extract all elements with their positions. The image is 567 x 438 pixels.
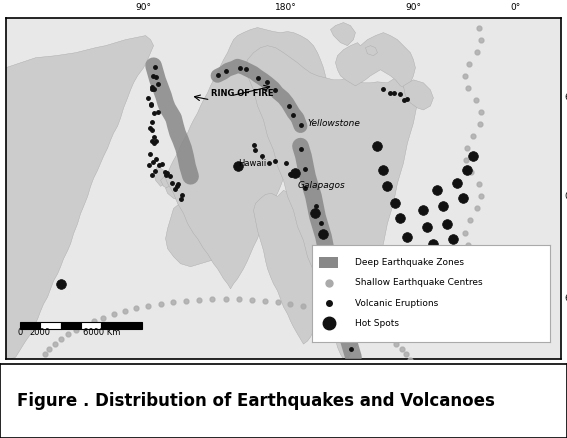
Polygon shape [166, 201, 235, 267]
Text: 180°: 180° [274, 364, 297, 373]
Bar [81, 322, 101, 328]
Text: Hot Spots: Hot Spots [355, 319, 399, 328]
Text: 90°: 90° [405, 4, 421, 13]
Polygon shape [166, 184, 184, 201]
Text: 0°: 0° [510, 4, 521, 13]
Text: Galapagos: Galapagos [298, 181, 345, 191]
Polygon shape [253, 191, 328, 344]
Polygon shape [154, 166, 168, 186]
Bar [40, 322, 61, 328]
Text: Hawaii: Hawaii [239, 159, 267, 168]
Polygon shape [160, 173, 177, 191]
Text: 0°: 0° [564, 192, 567, 201]
Bar [61, 322, 81, 328]
Text: Deep Earthquake Zones: Deep Earthquake Zones [355, 258, 464, 267]
Bar [101, 322, 142, 328]
Text: 90°: 90° [136, 364, 151, 373]
Text: 0°: 0° [500, 364, 510, 373]
Bar [20, 322, 40, 328]
Bar [319, 257, 338, 268]
Text: 60°: 60° [564, 93, 567, 102]
Polygon shape [336, 32, 416, 88]
Text: 90°: 90° [136, 4, 151, 13]
Text: 2000: 2000 [29, 328, 51, 337]
Polygon shape [404, 80, 433, 110]
Text: 6000 Km: 6000 Km [83, 328, 120, 337]
Text: 180°: 180° [274, 4, 297, 13]
Polygon shape [331, 22, 356, 46]
Text: 60°: 60° [564, 294, 567, 304]
Text: Shallow Earthquake Centres: Shallow Earthquake Centres [355, 279, 483, 287]
Polygon shape [366, 46, 378, 56]
Text: Volcanic Eruptions: Volcanic Eruptions [355, 299, 438, 307]
Polygon shape [246, 46, 417, 359]
Polygon shape [273, 206, 284, 223]
Text: RING OF FIRE: RING OF FIRE [210, 89, 273, 98]
Text: Yellowstone: Yellowstone [307, 119, 361, 128]
Text: Figure . Distribution of Earthquakes and Volcanoes: Figure . Distribution of Earthquakes and… [17, 392, 495, 410]
Text: 0: 0 [17, 328, 23, 337]
Polygon shape [6, 35, 154, 359]
Polygon shape [166, 28, 328, 289]
